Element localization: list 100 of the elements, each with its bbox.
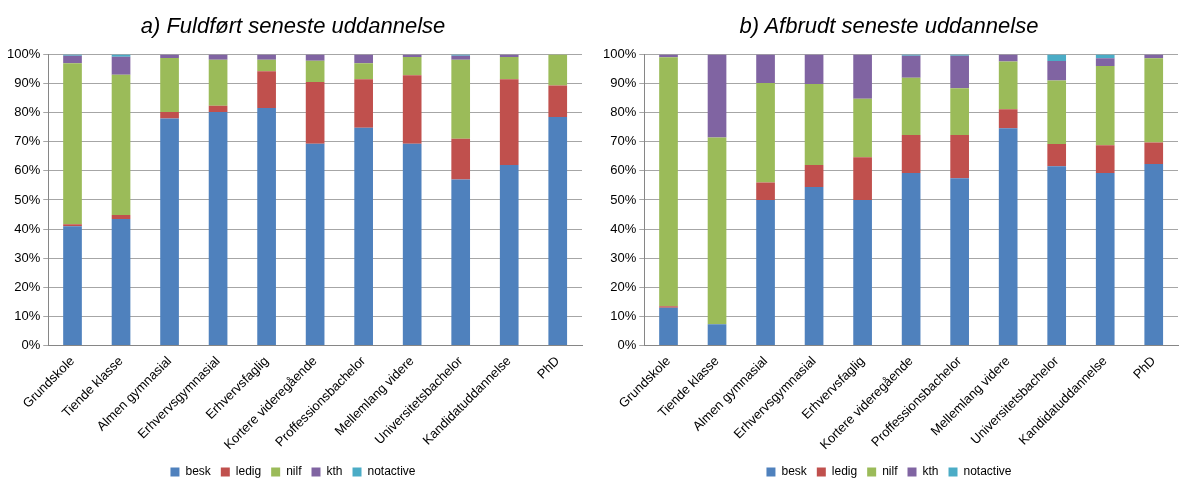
bar xyxy=(659,307,678,346)
bar xyxy=(1095,172,1115,346)
y-tick-label: 30% xyxy=(14,249,41,265)
bar xyxy=(548,54,568,86)
x-tick-label: PhD xyxy=(1129,353,1159,382)
bar xyxy=(998,61,1018,110)
bar xyxy=(804,54,824,85)
y-tick-label: 80% xyxy=(14,104,41,120)
y-tick-label: 0% xyxy=(617,337,637,353)
bar xyxy=(950,55,969,89)
bar xyxy=(548,85,568,117)
bar xyxy=(804,186,824,346)
bar xyxy=(853,199,872,346)
bar xyxy=(402,143,422,346)
y-tick-label: 10% xyxy=(610,308,637,324)
bar xyxy=(499,165,519,346)
bar xyxy=(707,54,727,138)
bar xyxy=(950,135,969,179)
bar xyxy=(950,88,969,136)
bar xyxy=(402,75,422,144)
bar xyxy=(950,178,969,346)
bar xyxy=(548,117,568,346)
bar xyxy=(1095,66,1115,146)
bar xyxy=(305,143,325,346)
bar xyxy=(1095,58,1115,67)
legend-label: nilf xyxy=(882,464,899,479)
legend-label: kth xyxy=(922,464,939,479)
legend-label: kth xyxy=(326,464,343,479)
y-tick-label: 60% xyxy=(610,162,637,178)
legend-label: ledig xyxy=(831,464,858,479)
bar xyxy=(853,157,872,200)
bar xyxy=(451,59,471,139)
bar xyxy=(804,165,824,187)
legend-label: besk xyxy=(781,464,808,479)
bar xyxy=(1047,144,1067,167)
bar xyxy=(901,135,921,173)
chart-title: b) Afbrudt seneste uddannelse xyxy=(739,13,1039,39)
bar xyxy=(451,138,471,180)
y-tick-label: 80% xyxy=(610,104,637,120)
bar xyxy=(402,57,422,76)
y-tick-label: 100% xyxy=(7,45,41,61)
bar xyxy=(1095,145,1115,173)
bar xyxy=(756,82,775,183)
bar xyxy=(111,215,131,219)
bar xyxy=(305,82,325,144)
bar xyxy=(853,54,872,99)
bar xyxy=(1047,61,1067,81)
bar xyxy=(451,55,471,60)
bar xyxy=(257,59,276,72)
bar xyxy=(853,98,872,158)
legend-label: notactive xyxy=(963,464,1012,479)
bar xyxy=(305,60,325,83)
y-tick-label: 20% xyxy=(14,278,41,294)
bar xyxy=(804,84,824,166)
chart-title: a) Fuldført seneste uddannelse xyxy=(140,13,446,39)
y-tick-label: 50% xyxy=(14,191,41,207)
x-tick-label: PhD xyxy=(533,353,563,382)
bar xyxy=(257,107,276,346)
bar xyxy=(63,224,82,227)
legend-label: besk xyxy=(185,464,212,479)
bar xyxy=(1047,166,1067,346)
bar xyxy=(998,128,1018,346)
bar xyxy=(659,57,678,307)
y-tick-label: 0% xyxy=(21,337,41,353)
bar xyxy=(1144,142,1164,164)
bar xyxy=(160,57,179,113)
y-tick-label: 50% xyxy=(610,191,637,207)
bar xyxy=(111,74,131,216)
bar xyxy=(354,127,373,346)
bar xyxy=(160,118,179,346)
bar xyxy=(707,324,727,346)
y-tick-label: 90% xyxy=(14,75,41,91)
bar xyxy=(756,199,775,346)
bar xyxy=(756,182,775,200)
y-tick-label: 20% xyxy=(610,278,637,294)
y-tick-label: 40% xyxy=(610,220,637,236)
bar xyxy=(707,137,727,325)
bar xyxy=(1144,58,1164,143)
bar xyxy=(354,79,373,128)
bar xyxy=(160,112,179,119)
y-tick-label: 30% xyxy=(610,249,637,265)
bar xyxy=(499,57,519,80)
bar xyxy=(305,54,325,61)
bar xyxy=(499,79,519,166)
legend-label: notactive xyxy=(367,464,416,479)
bar xyxy=(998,109,1018,129)
y-tick-label: 60% xyxy=(14,162,41,178)
bar xyxy=(208,112,228,346)
bar xyxy=(1047,80,1067,145)
y-tick-label: 40% xyxy=(14,220,41,236)
bar xyxy=(257,54,276,60)
bar xyxy=(1144,163,1164,346)
bar xyxy=(208,105,228,113)
bar xyxy=(901,77,921,136)
y-tick-label: 10% xyxy=(14,308,41,324)
y-tick-label: 70% xyxy=(14,133,41,149)
bar xyxy=(354,54,373,64)
bar xyxy=(63,55,82,64)
legend-label: ledig xyxy=(235,464,262,479)
legend-label: nilf xyxy=(286,464,303,479)
